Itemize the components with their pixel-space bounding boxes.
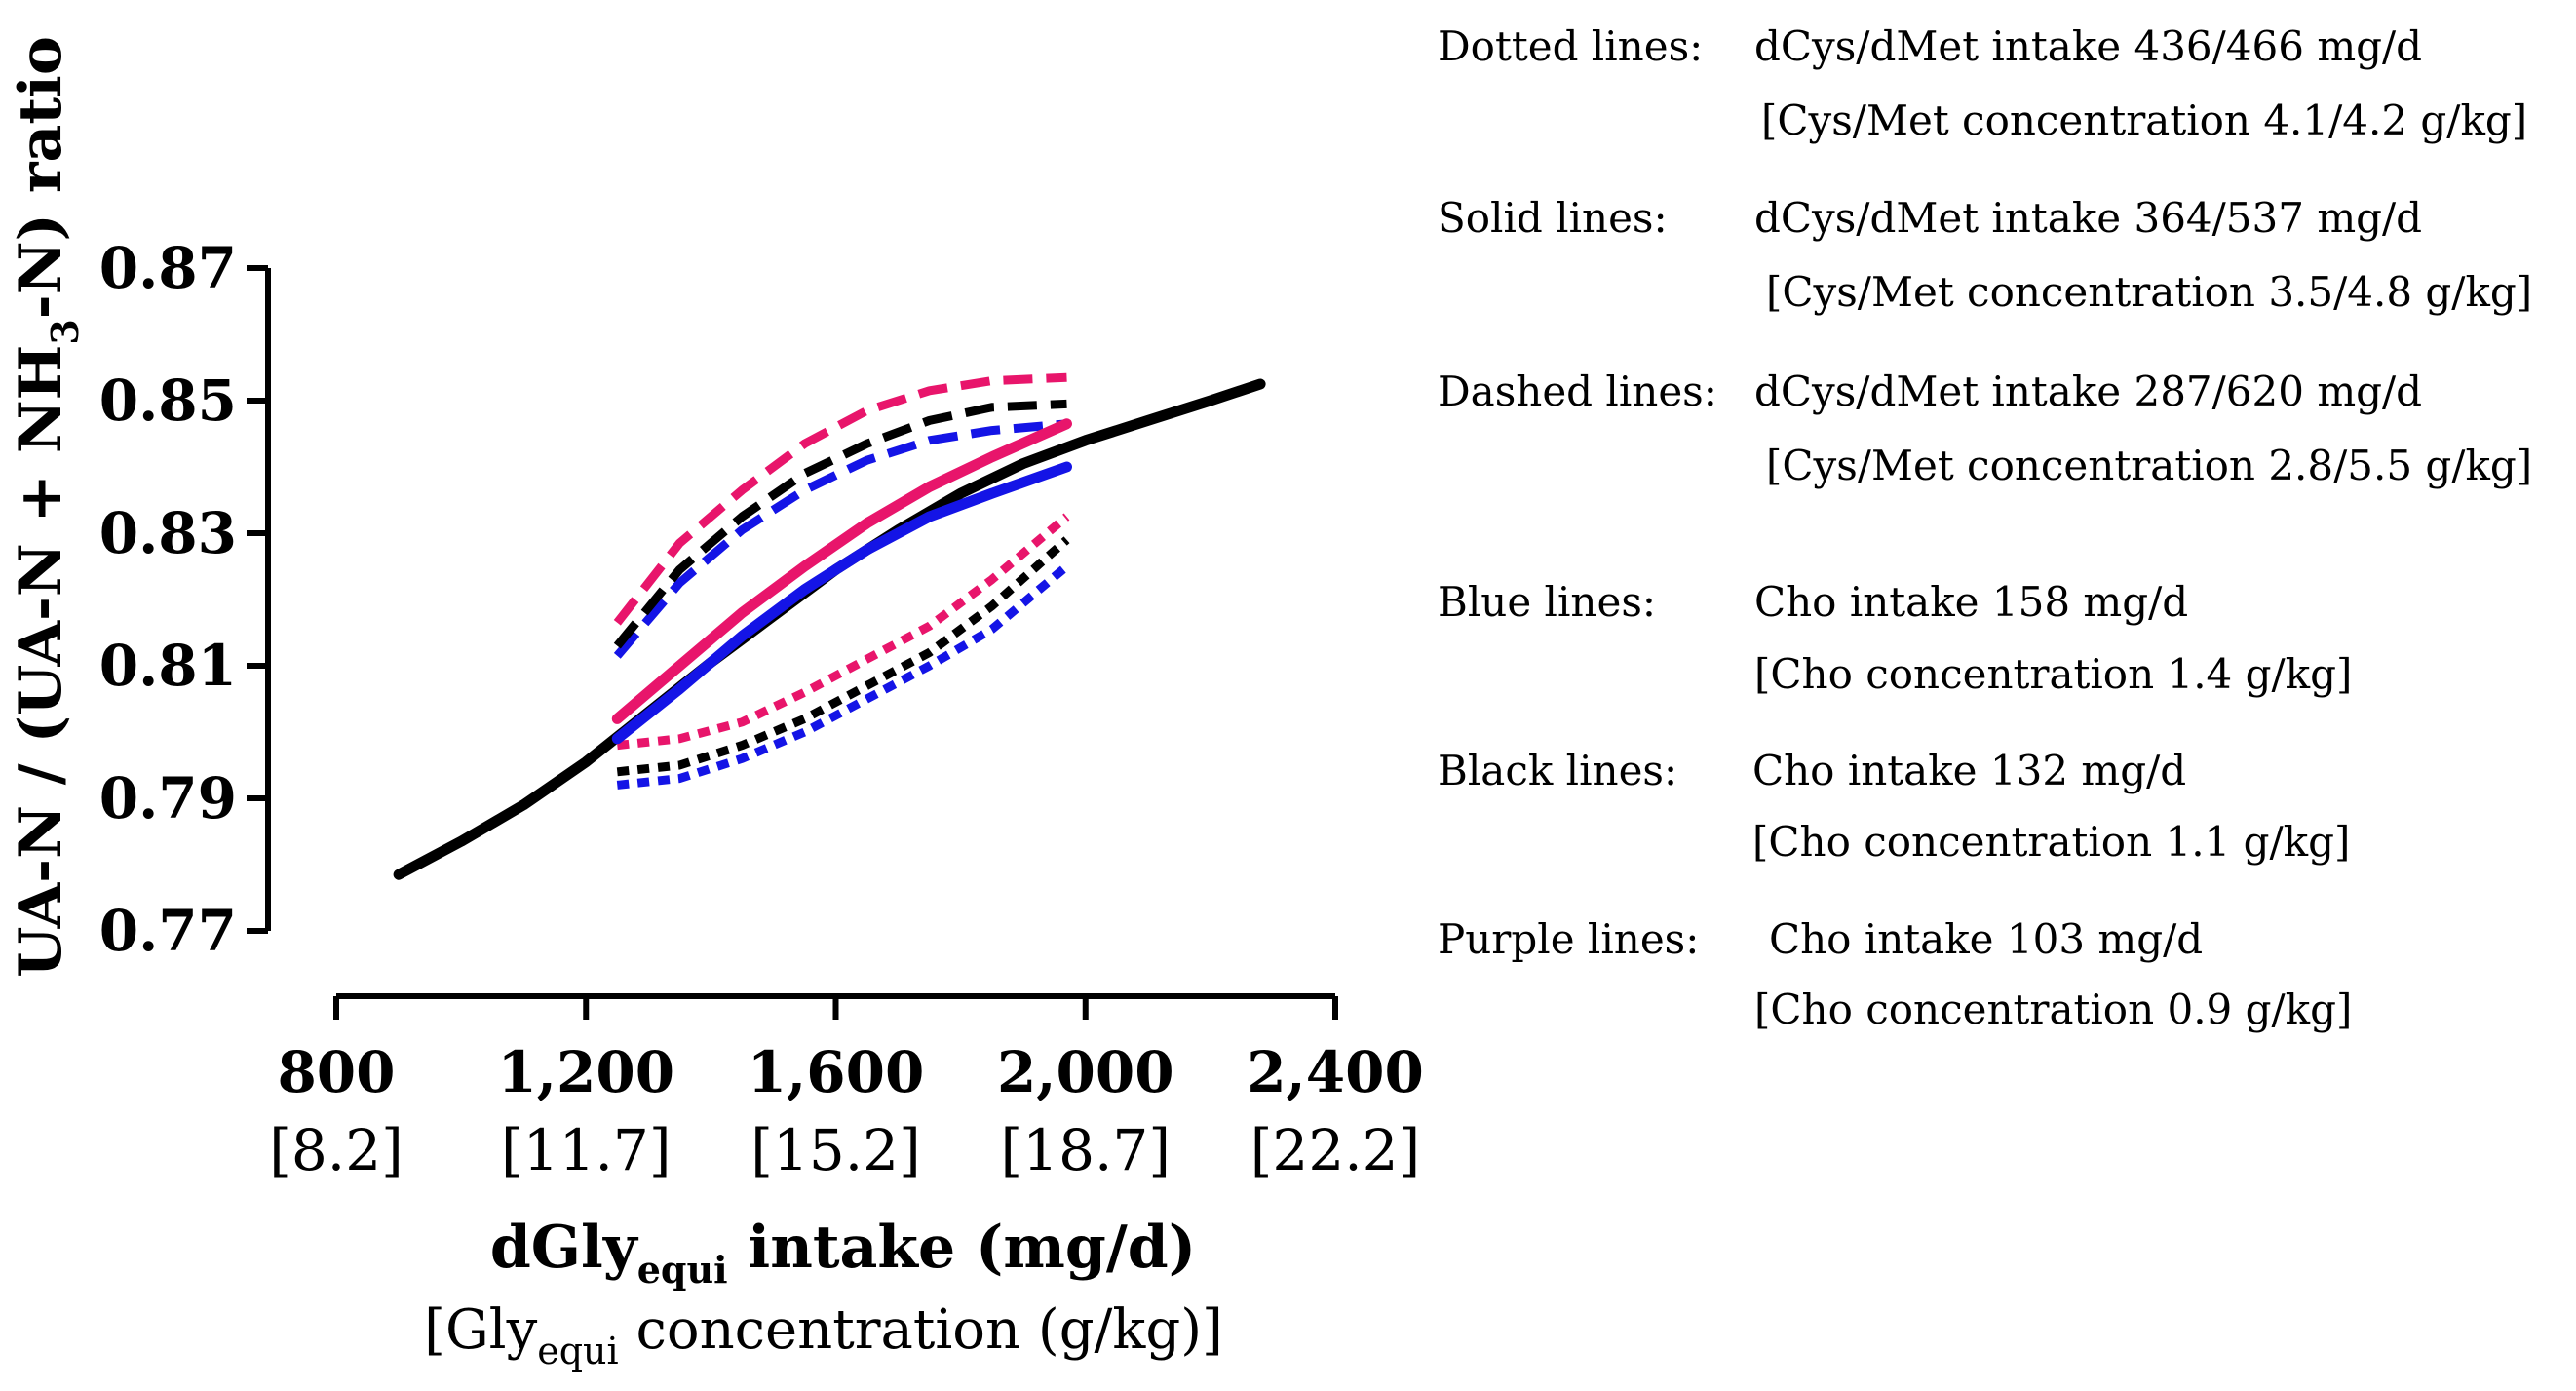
legend-value-dotted: dCys/dMet intake 436/466 mg/d [1754, 22, 2422, 70]
y-tick-label: 0.85 [99, 367, 237, 434]
y-tick-label: 0.81 [99, 633, 237, 699]
y-tick-label: 0.77 [99, 898, 237, 964]
legend-value2-blue: [Cho concentration 1.4 g/kg] [1754, 650, 2352, 698]
series-dashed-blue [613, 419, 1067, 659]
series-dashed-black [613, 399, 1067, 649]
x-tick-label: 1,600 [748, 1039, 925, 1105]
legend-label-black: Black lines: [1438, 747, 1677, 794]
series-dotted-purple [616, 513, 1070, 751]
legend-value2-solid: [Cys/Met concentration 3.5/4.8 g/kg] [1766, 268, 2532, 316]
series-solid-purple [611, 418, 1072, 724]
x-tick-label-secondary: [18.7] [1001, 1117, 1171, 1183]
legend-label-blue: Blue lines: [1438, 578, 1656, 626]
x-tick-label: 2,000 [997, 1039, 1174, 1105]
y-tick-label: 0.83 [99, 500, 237, 566]
legend-value-solid: dCys/dMet intake 364/537 mg/d [1754, 194, 2422, 242]
legend: Dotted lines: dCys/dMet intake 436/466 m… [1438, 22, 2532, 1033]
x-tick-label: 800 [277, 1039, 395, 1105]
y-tick-label: 0.87 [99, 235, 237, 301]
series-dotted-black [616, 536, 1070, 777]
x-tick-label-secondary: [11.7] [501, 1117, 671, 1183]
x-tick-labels: 800 [8.2] 1,200 [11.7] 1,600 [15.2] 2,000 [18.7… [269, 1039, 1424, 1183]
y-axis-title: UA-N / (UA-N + NH3-N) ratio [7, 36, 87, 978]
x-axis-title: dGlyequi intake (mg/d) [490, 1214, 1196, 1292]
axes [247, 265, 1338, 1020]
legend-value2-purple: [Cho concentration 0.9 g/kg] [1754, 985, 2352, 1033]
legend-label-dotted: Dotted lines: [1438, 22, 1703, 70]
x-tick-label-secondary: [22.2] [1250, 1117, 1420, 1183]
legend-label-purple: Purple lines: [1438, 915, 1699, 963]
legend-value-dashed: dCys/dMet intake 287/620 mg/d [1754, 367, 2422, 415]
series-dotted-blue [616, 562, 1070, 790]
legend-label-dashed: Dashed lines: [1438, 367, 1717, 415]
legend-value2-dotted: [Cys/Met concentration 4.1/4.2 g/kg] [1761, 97, 2527, 144]
y-tick-label: 0.79 [99, 765, 237, 831]
x-tick-label: 2,400 [1247, 1039, 1424, 1105]
x-tick-label: 1,200 [497, 1039, 674, 1105]
legend-value-purple: Cho intake 103 mg/d [1769, 915, 2203, 963]
legend-value2-dashed: [Cys/Met concentration 2.8/5.5 g/kg] [1766, 442, 2532, 489]
y-tick-labels: 0.87 0.85 0.83 0.81 0.79 0.77 [99, 235, 237, 964]
legend-value2-black: [Cho concentration 1.1 g/kg] [1752, 818, 2350, 866]
x-tick-label-secondary: [8.2] [269, 1117, 404, 1183]
series-lines [393, 372, 1266, 880]
legend-value-blue: Cho intake 158 mg/d [1754, 578, 2188, 626]
legend-label-solid: Solid lines: [1438, 194, 1668, 242]
legend-value-black: Cho intake 132 mg/d [1752, 747, 2186, 794]
x-axis-subtitle: [Glyequi concentration (g/kg)] [424, 1298, 1223, 1372]
series-solid-blue [611, 461, 1072, 745]
x-tick-label-secondary: [15.2] [750, 1117, 920, 1183]
series-dashed-purple [613, 372, 1067, 626]
